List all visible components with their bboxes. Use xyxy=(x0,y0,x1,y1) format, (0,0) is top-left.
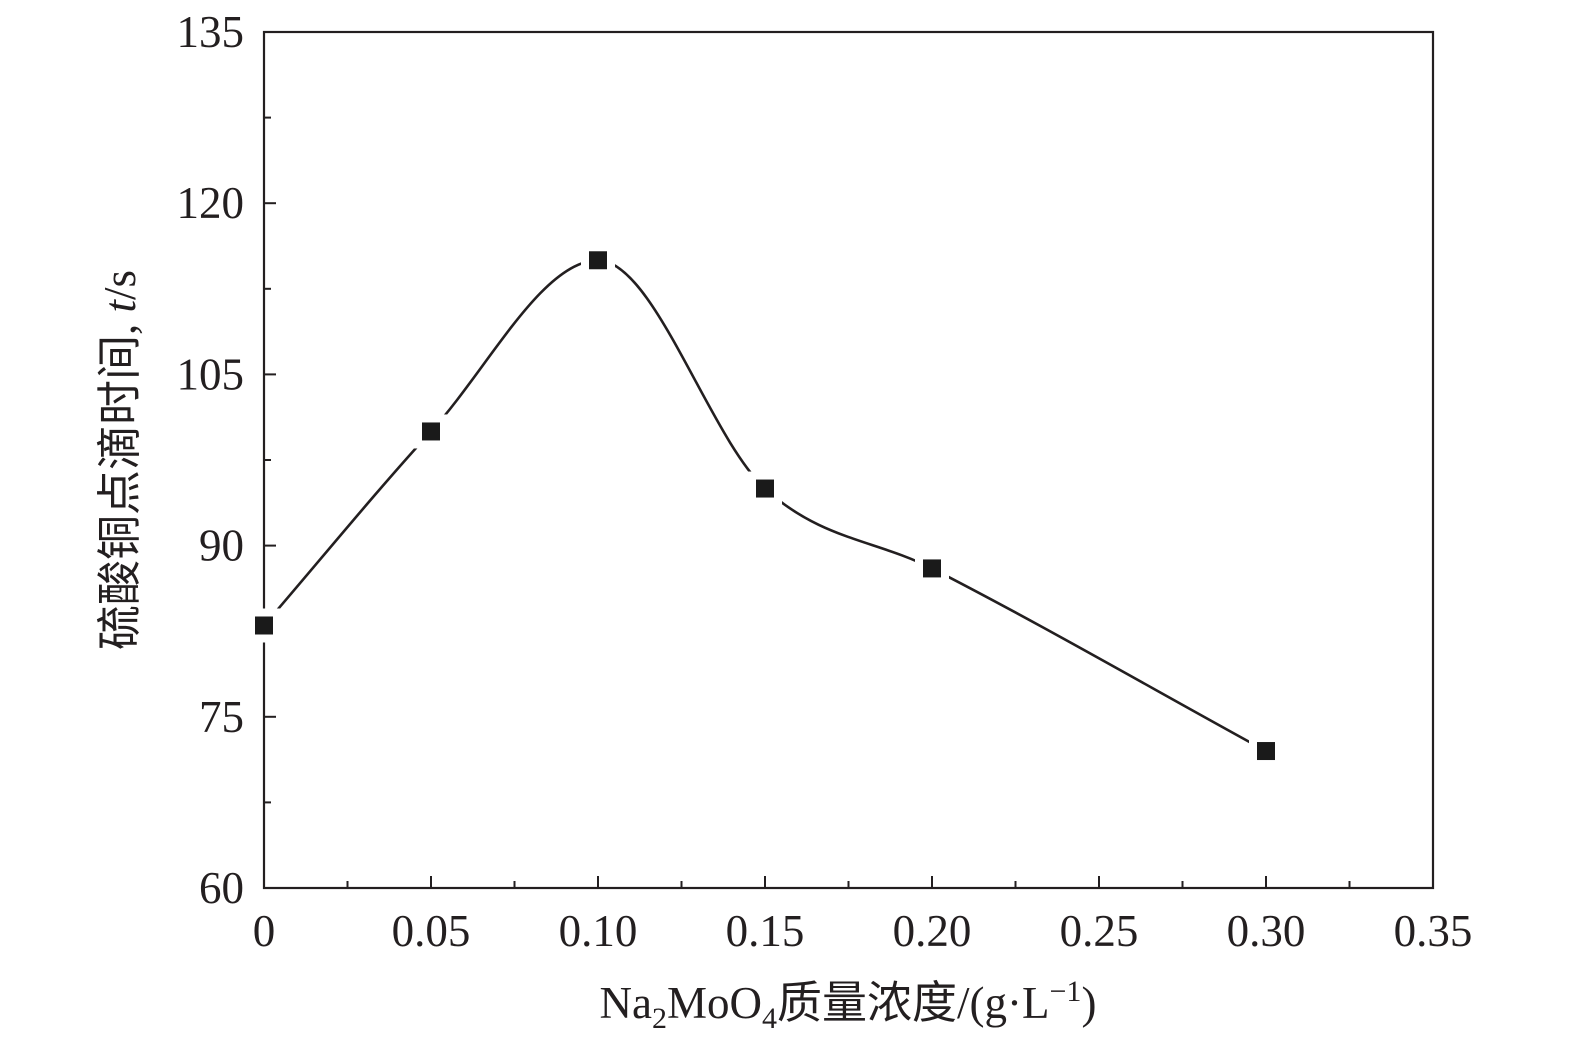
x-tick-label: 0.25 xyxy=(1060,906,1139,956)
x-axis-label: Na2MoO4质量浓度/(g·L−1) xyxy=(600,975,1097,1035)
axis-ticks xyxy=(263,31,1434,889)
data-point xyxy=(756,479,774,498)
x-tick-label: 0.10 xyxy=(559,906,638,956)
y-tick-label: 135 xyxy=(177,7,245,57)
x-tick-labels: 0 0.05 0.10 0.15 0.20 0.25 0.30 0.35 xyxy=(253,906,1473,956)
data-point xyxy=(923,559,941,578)
data-markers xyxy=(247,243,1283,769)
y-tick-label: 90 xyxy=(199,521,244,571)
x-tick-label: 0.05 xyxy=(392,906,471,956)
data-point xyxy=(422,422,440,441)
data-point xyxy=(255,616,273,635)
data-point xyxy=(589,251,607,270)
x-tick-label: 0.35 xyxy=(1394,906,1473,956)
y-tick-label: 105 xyxy=(177,349,245,399)
x-tick-label: 0.20 xyxy=(893,906,972,956)
x-tick-label: 0 xyxy=(253,906,276,956)
y-axis-label: 硫酸铜点滴时间, t/s xyxy=(95,270,145,650)
data-point xyxy=(1257,742,1275,761)
series-line xyxy=(263,258,1267,753)
y-tick-label: 120 xyxy=(177,178,245,228)
y-tick-label: 75 xyxy=(199,692,244,742)
x-tick-label: 0.15 xyxy=(726,906,805,956)
y-tick-label: 60 xyxy=(199,863,244,913)
x-tick-label: 0.30 xyxy=(1227,906,1306,956)
y-tick-labels: 60 75 90 105 120 135 xyxy=(177,7,245,913)
